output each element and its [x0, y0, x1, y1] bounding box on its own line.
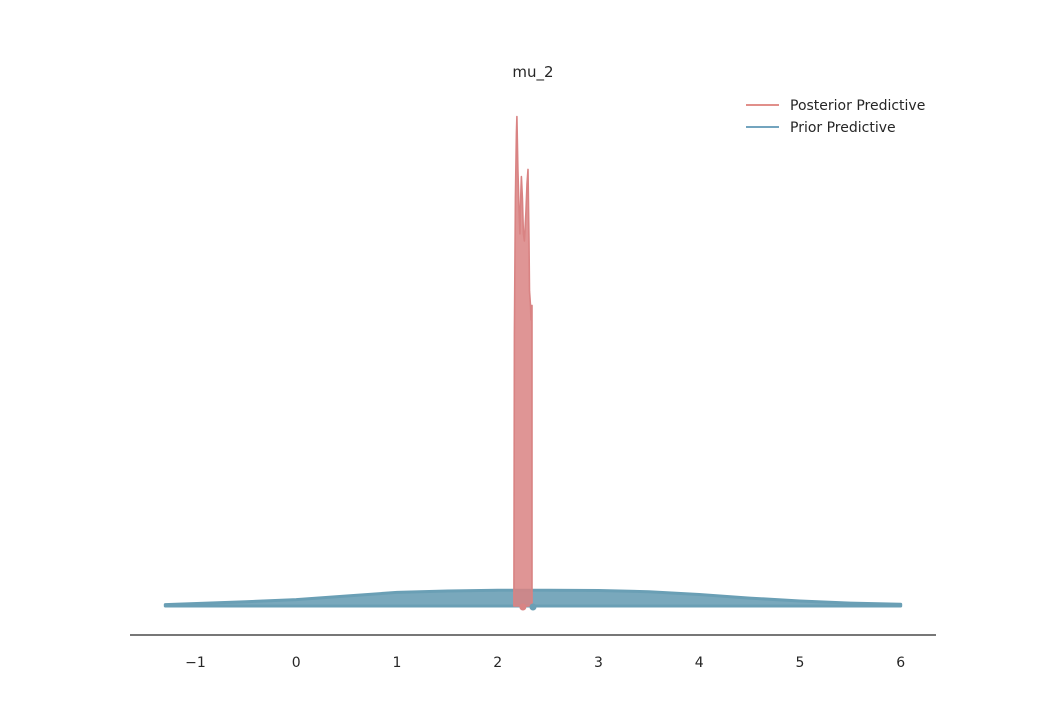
x-tick-label: 1: [393, 655, 402, 671]
x-tick-label: 4: [695, 655, 704, 671]
x-axis-ticks: −1 0 1 2 3 4 5 6: [185, 655, 905, 671]
x-tick-label: 2: [493, 655, 502, 671]
x-tick-label: −1: [185, 655, 206, 671]
x-tick-label: 6: [896, 655, 905, 671]
plot-area: [163, 115, 903, 611]
x-tick-label: 5: [796, 655, 805, 671]
x-tick-label: 0: [292, 655, 301, 671]
legend: Posterior Predictive Prior Predictive: [746, 98, 925, 136]
legend-label-prior: Prior Predictive: [790, 120, 896, 136]
legend-label-posterior: Posterior Predictive: [790, 98, 925, 114]
prior-predictive-area: [163, 588, 903, 608]
point-estimate-marker-0: [519, 603, 527, 611]
chart-title: mu_2: [512, 63, 553, 82]
x-tick-label: 3: [594, 655, 603, 671]
posterior-predictive-area: [513, 115, 533, 607]
point-estimate-marker-1: [529, 603, 537, 611]
